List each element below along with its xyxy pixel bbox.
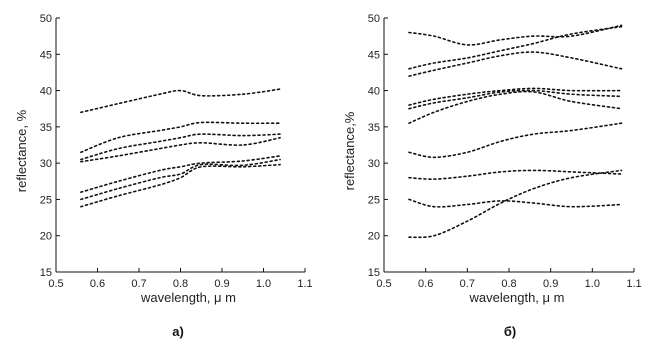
y-axis-label: reflectance,% — [342, 111, 357, 190]
y-tick-label: 45 — [368, 49, 380, 61]
x-tick-label: 0.7 — [131, 278, 146, 290]
series-line-2 — [408, 25, 623, 70]
series-line-6 — [80, 158, 281, 201]
x-tick-label: 0.9 — [214, 278, 229, 290]
series-line-7 — [408, 122, 623, 159]
y-tick-label: 35 — [368, 122, 380, 134]
x-tick-label: 1.1 — [626, 278, 641, 290]
panel-b: 0.5 0.6 0.7 0.8 0.9 1.0 1.1 15 20 25 30 35 40 45 50 wav… — [342, 13, 642, 339]
x-tick-label: 1.0 — [585, 278, 600, 290]
y-tick-label: 45 — [40, 49, 52, 61]
series-line-1 — [80, 88, 281, 114]
series-line-2 — [80, 121, 281, 154]
y-tick-label: 15 — [368, 267, 380, 279]
x-axis-label: wavelength, μ m — [469, 290, 565, 305]
series-line-8 — [408, 169, 623, 180]
series-line-3 — [80, 133, 281, 161]
y-tick-label: 30 — [368, 158, 380, 170]
series-line-5 — [408, 89, 623, 110]
y-tick-label: 50 — [40, 13, 52, 25]
y-tick-label: 40 — [40, 86, 52, 98]
x-tick-label: 0.5 — [376, 278, 391, 290]
x-axis-label: wavelength, μ m — [140, 290, 236, 305]
y-tick-label: 40 — [368, 86, 380, 98]
series-line-3 — [408, 51, 623, 77]
y-axis-label: reflectance, % — [14, 109, 29, 192]
x-tick-label: 0.6 — [418, 278, 433, 290]
y-tick-label: 25 — [40, 194, 52, 206]
series-line-4 — [408, 87, 623, 106]
x-tick-label: 0.9 — [543, 278, 558, 290]
y-tick-label: 20 — [40, 231, 52, 243]
series-line-10 — [408, 169, 623, 239]
x-tick-label: 1.1 — [297, 278, 312, 290]
panel-a: 0.5 0.6 0.7 0.8 0.9 1.0 1.1 15 20 25 30 35 40 45 50 wav… — [14, 13, 313, 339]
panel-label: б) — [504, 324, 516, 339]
x-tick-label: 1.0 — [256, 278, 271, 290]
series-line-5 — [80, 155, 281, 193]
series-line-1 — [408, 24, 623, 46]
y-tick-label: 20 — [368, 231, 380, 243]
panel-label: а) — [172, 324, 184, 339]
x-tick-label: 0.7 — [460, 278, 475, 290]
series-line-6 — [408, 90, 623, 124]
y-tick-label: 30 — [40, 158, 52, 170]
x-tick-label: 0.5 — [48, 278, 63, 290]
series-line-9 — [408, 198, 623, 208]
x-tick-label: 0.6 — [90, 278, 105, 290]
x-tick-label: 0.8 — [173, 278, 188, 290]
y-tick-label: 35 — [40, 122, 52, 134]
x-tick-label: 0.8 — [501, 278, 516, 290]
y-tick-label: 25 — [368, 194, 380, 206]
y-tick-label: 50 — [368, 13, 380, 25]
series-line-4 — [80, 136, 281, 163]
y-tick-label: 15 — [40, 267, 52, 279]
series-line-7 — [80, 163, 281, 208]
